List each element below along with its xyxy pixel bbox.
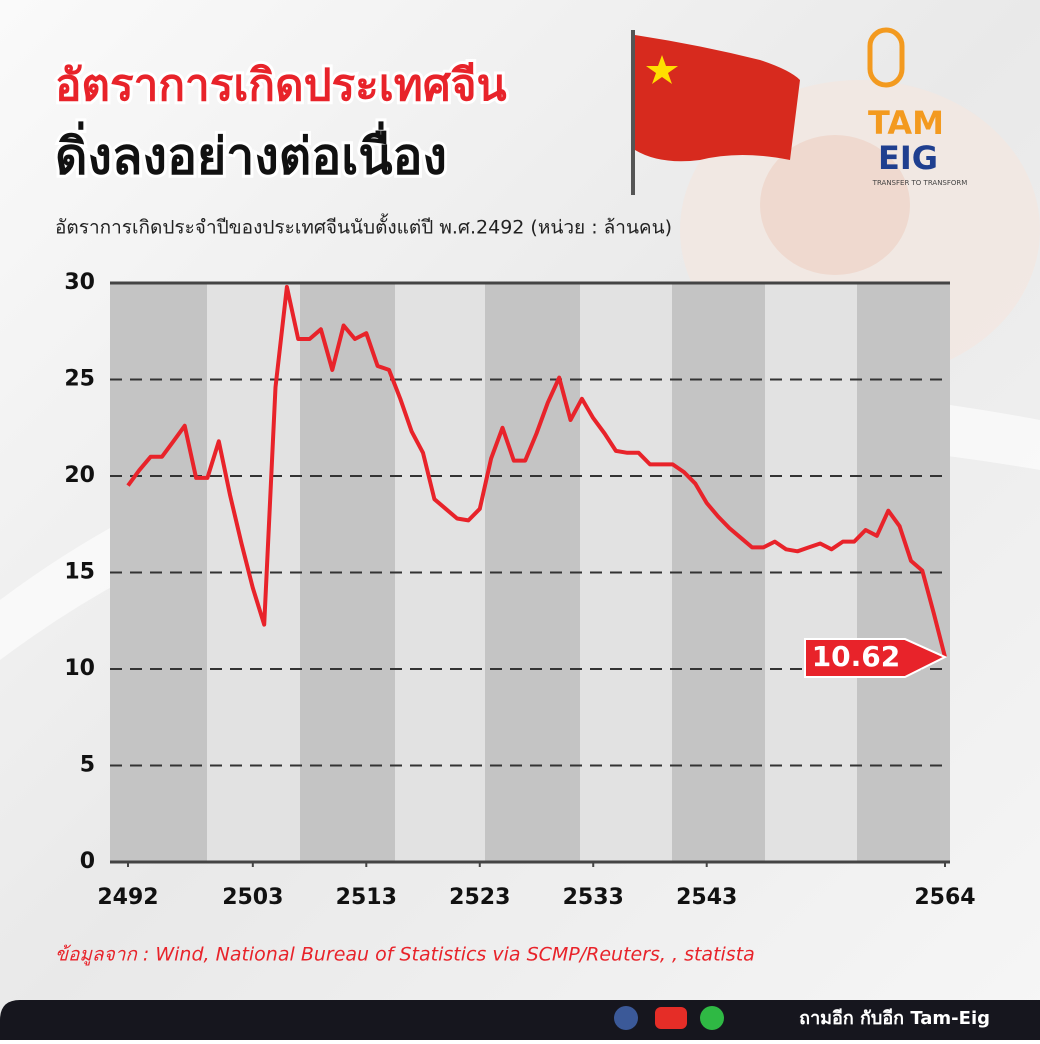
x-tick-label: 2503 — [222, 885, 283, 910]
subtitle: อัตราการเกิดประจำปีของประเทศจีนนับตั้งแต… — [55, 214, 672, 239]
logo-text: EIG — [878, 139, 938, 177]
y-tick-label: 5 — [80, 753, 95, 778]
line-icon[interactable] — [700, 1006, 724, 1030]
callout-box — [804, 638, 948, 679]
logo: TAM EIG TRANSFER TO TRANSFORM — [867, 27, 968, 187]
facebook-icon[interactable] — [614, 1006, 638, 1030]
y-tick-label: 25 — [64, 367, 95, 392]
logo-mic — [867, 27, 905, 88]
logo-tagline: TRANSFER TO TRANSFORM — [872, 179, 968, 187]
footer-text: ถามอีก กับอีก Tam-Eig — [799, 1008, 990, 1029]
y-tick-label: 30 — [64, 270, 95, 295]
logo-text: TAM — [868, 104, 944, 142]
flag-star — [646, 55, 678, 84]
y-tick-label: 15 — [64, 560, 95, 585]
y-tick-label: 10 — [64, 656, 95, 681]
x-tick-label: 2492 — [97, 885, 158, 910]
y-tick-label: 0 — [80, 849, 95, 874]
value-label: 10.62 — [812, 640, 901, 673]
line-series — [126, 284, 947, 658]
title-line: อัตราการเกิดประเทศจีน — [55, 60, 507, 111]
x-tick-label: 2513 — [336, 885, 397, 910]
x-tick-label: 2533 — [563, 885, 624, 910]
x-tick-label: 2564 — [914, 885, 975, 910]
youtube-icon[interactable] — [655, 1007, 687, 1029]
title-line: ดิ่งลงอย่างต่อเนื่อง — [55, 122, 447, 186]
x-tick-label: 2543 — [676, 885, 737, 910]
baby-face — [760, 135, 910, 275]
source: ข้อมูลจาก : Wind, National Bureau of Sta… — [55, 944, 755, 966]
footer-bar — [0, 1000, 1040, 1040]
x-tick-label: 2523 — [449, 885, 510, 910]
y-tick-label: 20 — [64, 463, 95, 488]
